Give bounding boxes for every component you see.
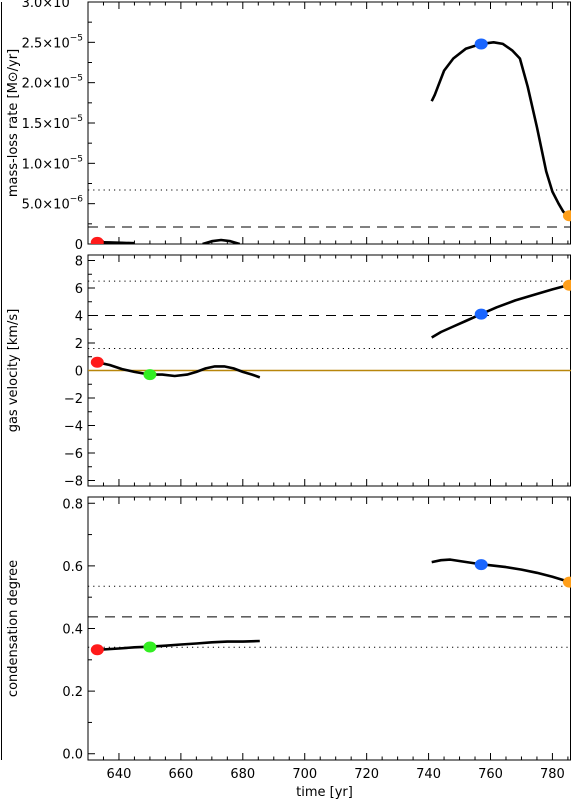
panel-1: 0 5.0×10−6 1.0×10−5 1.5×10−5 2.0×10−5 2.5×10−…: [6, 0, 571, 253]
y-tick-label: 0: [75, 365, 83, 380]
panel-3: 0.0 0.2 0.4 0.6 0.8 condensation degree: [6, 496, 571, 763]
y-tick-label: 0.2: [62, 685, 83, 700]
x-tick-label: 720: [354, 767, 379, 782]
data-line: [97, 361, 261, 379]
data-point-marker: [474, 559, 488, 571]
data-point-marker: [143, 641, 157, 653]
data-point-marker: [90, 644, 104, 656]
y-tick-label: 5.0×10−6: [22, 195, 84, 213]
data-line: [431, 558, 569, 583]
x-tick-label: 700: [292, 767, 317, 782]
data-point-marker: [90, 356, 104, 368]
panel-2: −8 −6 −4 −2 0 2 4 6 8 gas velocity [km/s]: [6, 254, 571, 490]
data-line: [202, 238, 241, 244]
y-tick-label: 0.4: [62, 623, 83, 638]
x-tick-label: 660: [168, 767, 193, 782]
x-tick-label: 760: [478, 767, 503, 782]
y-tick-label: −8: [64, 475, 83, 490]
data-point-marker: [143, 369, 157, 381]
data-line: [430, 41, 569, 217]
panel-plot-area: [88, 279, 571, 381]
x-tick-label: 740: [416, 767, 441, 782]
data-line: [431, 284, 569, 339]
y-tick-label: 3.0×10−5: [22, 0, 83, 11]
y-axis-label: mass-loss rate [M⊙/yr]: [6, 49, 21, 197]
data-point-marker: [562, 576, 571, 588]
y-tick-label: −6: [64, 447, 83, 462]
y-tick-label: 4: [75, 310, 83, 325]
y-tick-label: 8: [75, 255, 83, 270]
data-line: [97, 639, 260, 652]
y-tick-label: 2.0×10−5: [22, 74, 83, 92]
panel-frame: [87, 1, 571, 245]
y-axis-label: condensation degree: [6, 560, 21, 697]
y-tick-label: 6: [75, 282, 83, 297]
panel-plot-area: [88, 38, 571, 244]
y-tick-label: 0.6: [62, 560, 83, 575]
x-tick-label: 680: [230, 767, 255, 782]
y-tick-label: 0.8: [62, 497, 83, 512]
y-tick-label: 0.0: [62, 748, 83, 763]
data-point-marker: [474, 38, 488, 50]
y-tick-label: 2.5×10−5: [22, 33, 83, 51]
y-tick-label: 1.5×10−5: [22, 114, 83, 132]
x-tick-label: 640: [107, 767, 132, 782]
y-axis-label: gas velocity [km/s]: [6, 309, 21, 433]
x-axis-label: time [yr]: [296, 785, 353, 800]
x-tick-label: 780: [540, 767, 565, 782]
y-tick-label: 0: [75, 238, 83, 253]
data-point-marker: [562, 210, 571, 222]
y-tick-label: 2: [75, 337, 83, 352]
data-point-marker: [562, 279, 571, 291]
y-tick-label: −2: [64, 392, 83, 407]
y-tick-label: −4: [64, 420, 83, 435]
data-point-marker: [474, 308, 488, 320]
data-point-marker: [90, 236, 104, 244]
panel-frame: [87, 496, 571, 761]
panel-plot-area: [88, 558, 571, 656]
y-tick-label: 1.0×10−5: [22, 154, 83, 172]
